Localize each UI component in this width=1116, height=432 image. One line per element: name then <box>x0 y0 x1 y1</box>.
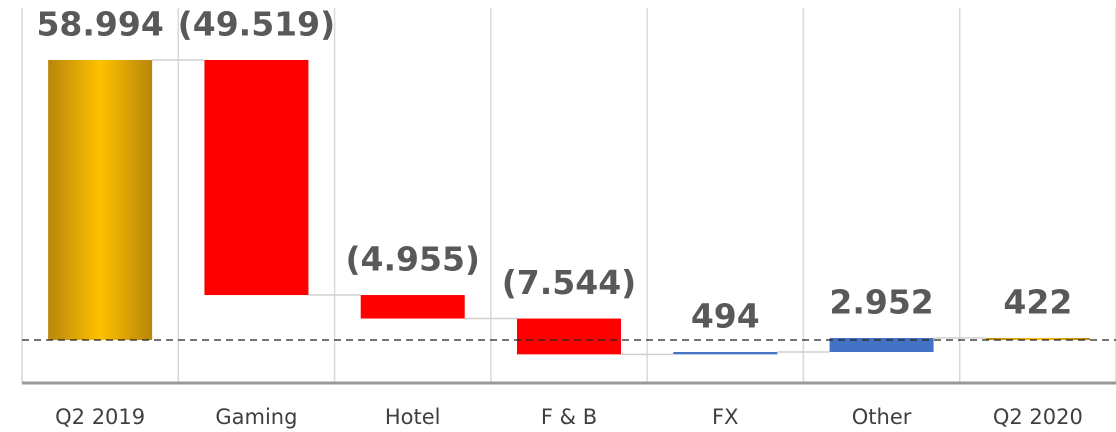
x-tick-label: Gaming <box>215 405 297 429</box>
x-tick-label: Other <box>852 405 912 429</box>
bar <box>360 295 465 319</box>
value-label: 2.952 <box>829 282 933 321</box>
bar <box>673 352 778 355</box>
value-label: 494 <box>691 297 760 336</box>
x-tick-label: Q2 2020 <box>993 405 1083 429</box>
value-label: (4.955) <box>345 240 480 279</box>
value-label: (49.519) <box>178 5 336 44</box>
bar <box>517 318 621 355</box>
x-tick-label: FX <box>712 405 738 429</box>
value-label: (7.544) <box>502 263 637 302</box>
bar <box>48 60 153 340</box>
x-tick-label: Q2 2019 <box>55 405 145 429</box>
bar <box>204 60 309 296</box>
x-tick-label: F & B <box>541 405 597 429</box>
x-tick-label: Hotel <box>385 405 441 429</box>
value-label: 422 <box>1003 282 1072 321</box>
value-label: 58.994 <box>36 5 163 44</box>
bar <box>829 337 934 353</box>
bar <box>985 337 1090 340</box>
